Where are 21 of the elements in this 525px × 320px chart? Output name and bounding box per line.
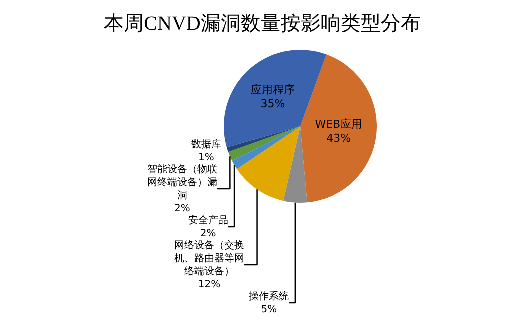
data-label: 35% (260, 98, 286, 111)
slice-label: 安全产品 (188, 214, 228, 227)
data-label: 2% (174, 204, 190, 215)
data-label: 5% (261, 304, 278, 316)
slice-label: 数据库 (191, 138, 222, 151)
slice-label: 网络设备（交换机、路由器等网络端设备） (174, 240, 245, 278)
data-label: 43% (326, 132, 352, 146)
pie-slice (300, 54, 377, 203)
slice-label: 应用程序 (250, 83, 295, 96)
data-label: 2% (200, 228, 216, 240)
slice-label: 智能设备（物联网终端设备）漏洞 (147, 164, 218, 202)
chart-title: 本周CNVD漏洞数量按影响类型分布 (104, 13, 421, 35)
data-label: 1% (198, 152, 214, 164)
slice-label: 操作系统 (249, 290, 290, 303)
pie-slice (226, 126, 300, 152)
pie-slice (228, 126, 300, 161)
pie-slice (232, 126, 300, 170)
pie-slice (237, 126, 300, 202)
slice-label: WEB应用 (315, 118, 363, 131)
data-label: 12% (198, 280, 221, 291)
pie-slice (284, 126, 308, 203)
